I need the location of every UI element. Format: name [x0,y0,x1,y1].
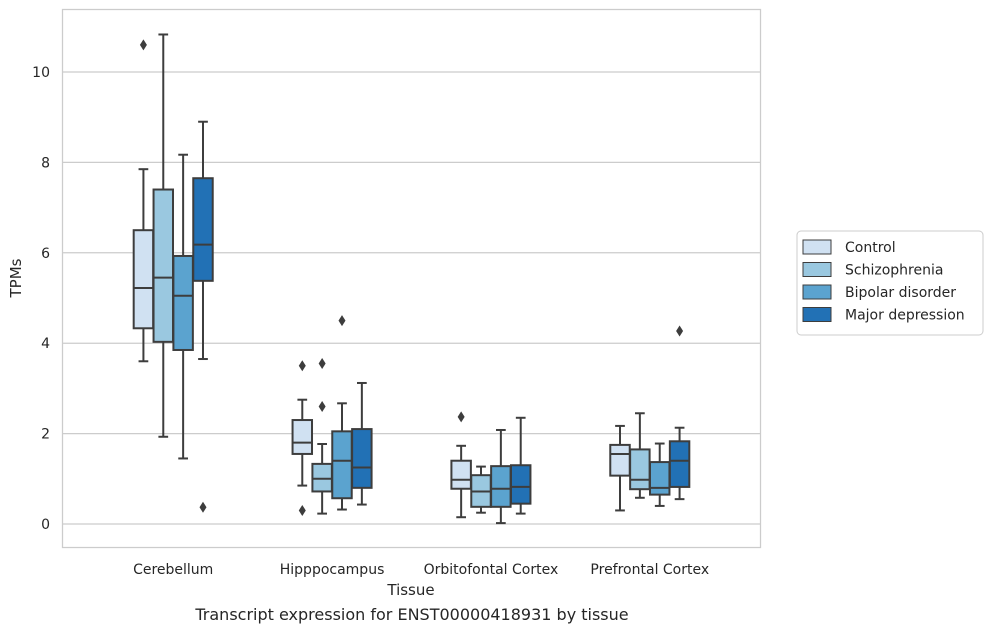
x-axis-label: Tissue [386,581,434,599]
box-1-3 [351,381,373,506]
legend-swatch [802,262,832,277]
x-tick-label: Prefrontal Cortex [590,562,709,578]
box-iqr [291,419,314,455]
outlier-point [199,501,207,513]
outlier-point [338,315,346,327]
y-tick-label: 4 [41,336,50,352]
box-iqr [331,430,353,500]
box-iqr [629,448,651,491]
legend-swatch [802,239,832,255]
y-tick-label: 0 [41,517,50,533]
legend-swatch [802,307,832,322]
legend-label: Bipolar disorder [845,285,956,301]
box-iqr [450,459,472,490]
x-tick-label: Hipppocampus [280,562,385,578]
y-axis-label: TPMs [7,258,25,298]
figure-caption: Transcript expression for ENST0000041893… [195,605,629,624]
box-3-3 [668,325,691,501]
box-3-0 [609,424,631,512]
box-iqr [609,443,631,477]
outlier-point [298,504,306,516]
box-iqr [668,440,691,488]
box-2-0 [450,411,472,519]
outlier-point [457,411,465,423]
box-iqr [311,462,333,493]
box-iqr [648,461,671,496]
outlier-point [676,325,684,337]
box-2-3 [509,416,532,515]
box-iqr [152,188,175,343]
box-0-1 [152,33,175,438]
y-tick-label: 2 [41,427,50,443]
box-0-2 [172,153,194,460]
box-iqr [172,254,194,351]
box-1-2 [331,315,353,511]
y-tick-labels: 0 2 4 6 8 10 [32,65,50,533]
x-tick-label: Orbitofontal Cortex [424,562,559,578]
legend-frame [796,230,984,336]
legend-label: Control [845,240,896,256]
boxes [132,33,691,525]
outlier-point [318,358,326,370]
y-tick-label: 10 [32,65,50,81]
outlier-point [318,400,326,412]
box-iqr [132,229,155,330]
legend-label: Schizophrenia [845,263,943,279]
box-1-0 [291,360,314,516]
box-iqr [351,428,373,489]
outlier-point [139,39,147,51]
x-tick-labels: Cerebellum Hipppocampus Orbitofontal Corte… [133,562,709,578]
legend: Control Schizophrenia Bipolar disorder Majo… [796,230,984,336]
y-tick-label: 8 [41,155,50,171]
outlier-point [298,360,306,372]
box-iqr [192,177,214,282]
box-3-1 [629,412,651,499]
box-iqr [490,465,512,508]
box-iqr [509,464,532,505]
x-tick-label: Cerebellum [133,562,213,578]
box-0-3 [192,120,214,513]
y-tick-label: 6 [41,246,50,262]
legend-label: Major depression [845,308,965,324]
legend-swatch [802,284,832,300]
